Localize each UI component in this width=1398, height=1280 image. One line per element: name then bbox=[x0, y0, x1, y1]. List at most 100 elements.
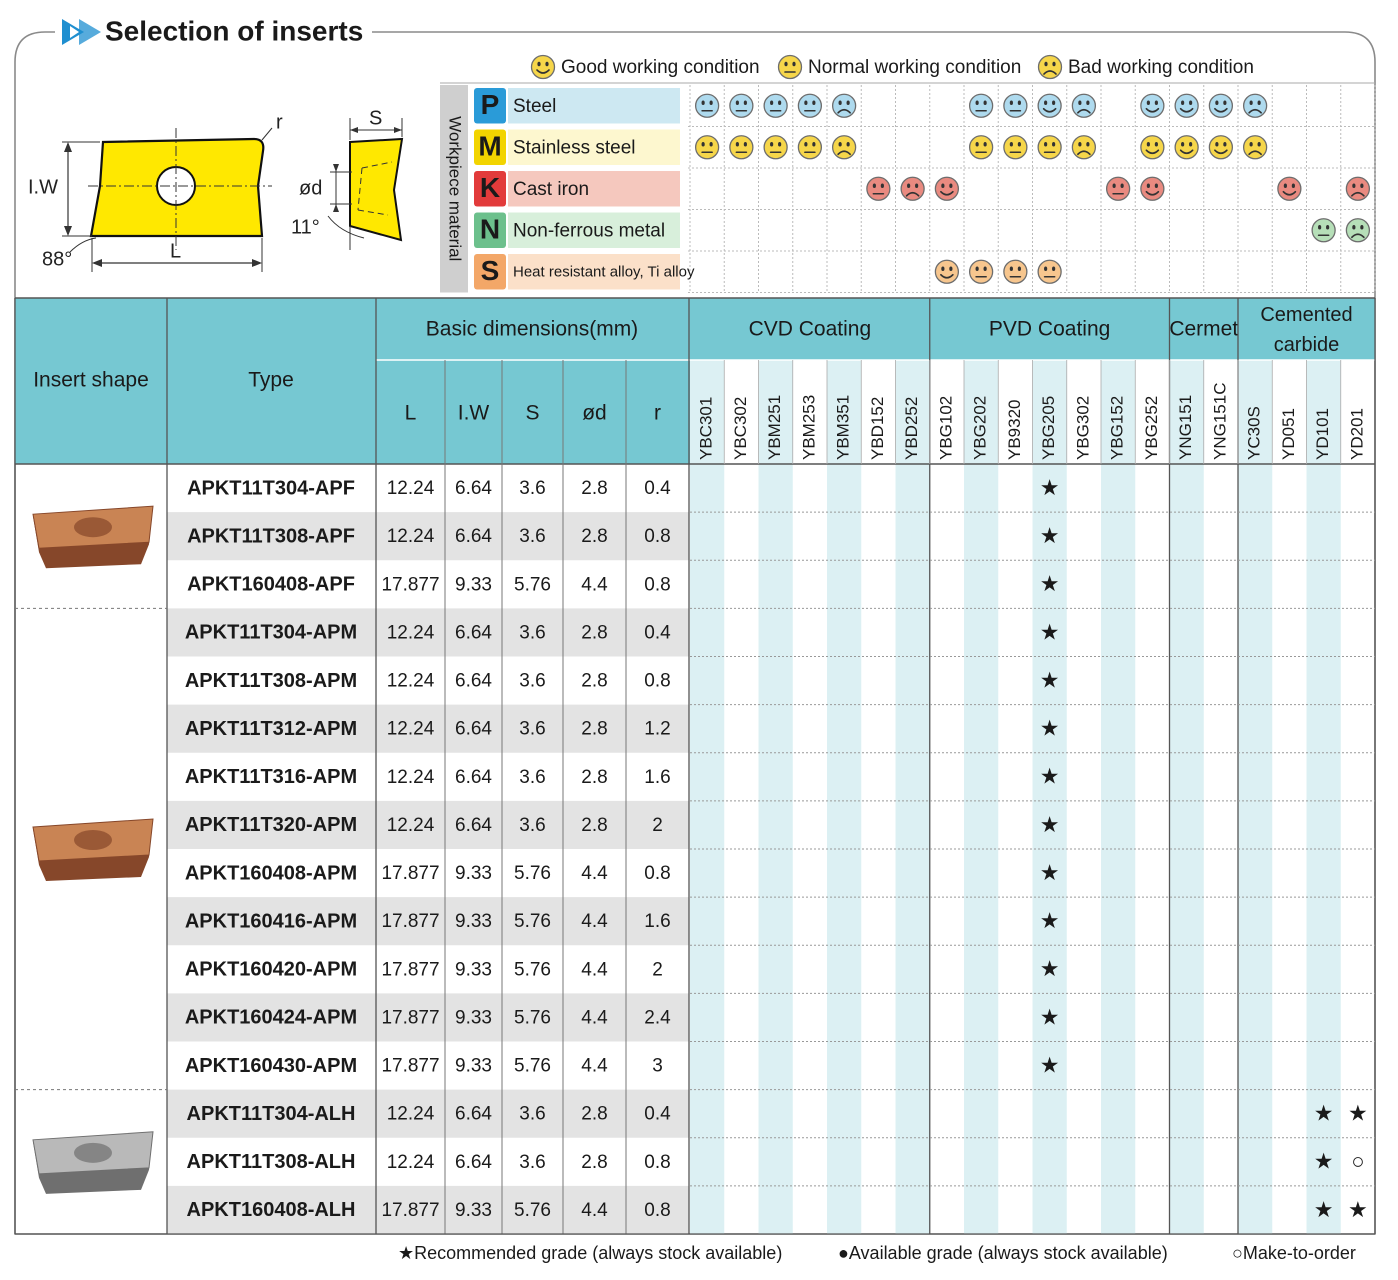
condition-face-normal bbox=[866, 176, 891, 201]
type-cell: APKT160430-APM bbox=[185, 1055, 357, 1077]
condition-face-normal bbox=[1003, 259, 1028, 284]
condition-face-normal bbox=[729, 93, 754, 118]
row-shade bbox=[167, 512, 689, 561]
row-shade bbox=[167, 608, 689, 657]
eye bbox=[941, 183, 945, 189]
grade-stripe bbox=[964, 360, 999, 1234]
dimension-cell: 3.6 bbox=[519, 671, 545, 692]
dimension-cell: 2.8 bbox=[581, 815, 607, 836]
grade-header: YD051 bbox=[1279, 408, 1298, 460]
grade-mark: ★ bbox=[1040, 764, 1060, 789]
dimension-cell: 2.8 bbox=[581, 622, 607, 643]
type-cell: APKT11T312-APM bbox=[185, 718, 357, 740]
condition-face-bad bbox=[1242, 135, 1268, 160]
grade-mark: ★ bbox=[1040, 619, 1060, 644]
material-letter: M bbox=[478, 131, 501, 162]
grade-header: YBG302 bbox=[1073, 396, 1092, 460]
face bbox=[1037, 54, 1063, 80]
face bbox=[1208, 93, 1234, 118]
dimension-cell: 2.8 bbox=[581, 1104, 607, 1125]
type-cell: APKT11T304-APM bbox=[185, 622, 357, 644]
mouth bbox=[1145, 149, 1160, 155]
face bbox=[934, 176, 960, 201]
mouth bbox=[1248, 150, 1262, 156]
face bbox=[1003, 135, 1028, 160]
dimension-cell: 0.8 bbox=[644, 671, 670, 692]
eye bbox=[1352, 224, 1356, 230]
eye bbox=[1360, 224, 1364, 230]
header: Insert shape bbox=[33, 369, 149, 392]
condition-face-bad bbox=[1071, 135, 1097, 160]
eye bbox=[812, 100, 816, 106]
eye bbox=[975, 141, 979, 147]
face bbox=[694, 135, 720, 160]
grade-header: YBC301 bbox=[697, 397, 716, 460]
eye bbox=[983, 266, 987, 272]
face bbox=[797, 93, 823, 118]
eye bbox=[1352, 183, 1356, 189]
material-name: Cast iron bbox=[513, 179, 589, 200]
dimension-cell: 12.24 bbox=[387, 622, 435, 643]
dimension-cell: 5.76 bbox=[514, 1200, 551, 1221]
material-name-bg bbox=[508, 171, 680, 207]
grade-stripe bbox=[758, 360, 793, 1234]
material-label-bg bbox=[440, 85, 468, 293]
eye bbox=[1318, 224, 1322, 230]
eye bbox=[983, 141, 987, 147]
dimension-cell: 2 bbox=[652, 815, 663, 836]
dimension-cell: 6.64 bbox=[455, 478, 492, 499]
dimension-header: L bbox=[405, 402, 417, 425]
condition-face-bad bbox=[1071, 93, 1097, 118]
dimension-cell: 3.6 bbox=[519, 1152, 545, 1173]
dimension-cell: 6.64 bbox=[455, 622, 492, 643]
face bbox=[777, 54, 803, 80]
mouth bbox=[1214, 149, 1228, 155]
dimension-cell: 9.33 bbox=[455, 1200, 492, 1221]
group-header: PVD Coating bbox=[989, 318, 1110, 341]
eye bbox=[1044, 61, 1048, 67]
eye bbox=[1249, 141, 1253, 147]
grade-mark: ★ bbox=[1040, 812, 1060, 837]
dimension-cell: 2.8 bbox=[581, 719, 607, 740]
face bbox=[831, 135, 857, 160]
dimension-cell: 3.6 bbox=[519, 622, 545, 643]
radius-label: r bbox=[276, 111, 283, 133]
face bbox=[1345, 218, 1371, 243]
material-letter-bg bbox=[474, 171, 506, 207]
type-cell: APKT11T320-APM bbox=[185, 814, 357, 836]
face bbox=[530, 54, 556, 80]
face bbox=[1003, 93, 1028, 118]
condition-legend-label: Normal working condition bbox=[808, 57, 1021, 78]
dimension-cell: 4.4 bbox=[581, 1056, 608, 1077]
dimension-cell: 6.64 bbox=[455, 1152, 492, 1173]
eye bbox=[1086, 100, 1090, 106]
grade-header: YD101 bbox=[1313, 408, 1332, 460]
material-name: Steel bbox=[513, 96, 556, 117]
eye bbox=[784, 61, 788, 67]
condition-face-normal bbox=[797, 135, 823, 160]
dimension-cell: 0.8 bbox=[644, 526, 670, 547]
header-bg bbox=[15, 360, 690, 464]
grade-mark: ○ bbox=[1351, 1149, 1364, 1174]
condition-face-normal bbox=[968, 135, 994, 160]
group-header: CVD Coating bbox=[749, 318, 872, 341]
grade-header: YBG102 bbox=[936, 396, 955, 460]
mouth bbox=[1214, 107, 1228, 113]
eye bbox=[792, 61, 796, 67]
eye bbox=[1120, 183, 1124, 189]
material-letter: S bbox=[481, 255, 500, 286]
mouth bbox=[1077, 108, 1091, 114]
dimension-cell: 5.76 bbox=[514, 574, 551, 595]
condition-face-normal bbox=[1037, 259, 1062, 284]
eye bbox=[941, 266, 945, 272]
mouth bbox=[940, 190, 954, 196]
mouth bbox=[1179, 149, 1194, 155]
grade-header: YBM351 bbox=[834, 395, 853, 460]
dimension-cell: 17.877 bbox=[381, 959, 439, 980]
type-cell: APKT160424-APM bbox=[185, 1007, 357, 1029]
type-cell: APKT11T308-APM bbox=[185, 670, 357, 692]
insert-image bbox=[32, 818, 154, 881]
eye bbox=[1017, 266, 1021, 272]
dimension-cell: 4.4 bbox=[581, 959, 608, 980]
face bbox=[968, 135, 994, 160]
